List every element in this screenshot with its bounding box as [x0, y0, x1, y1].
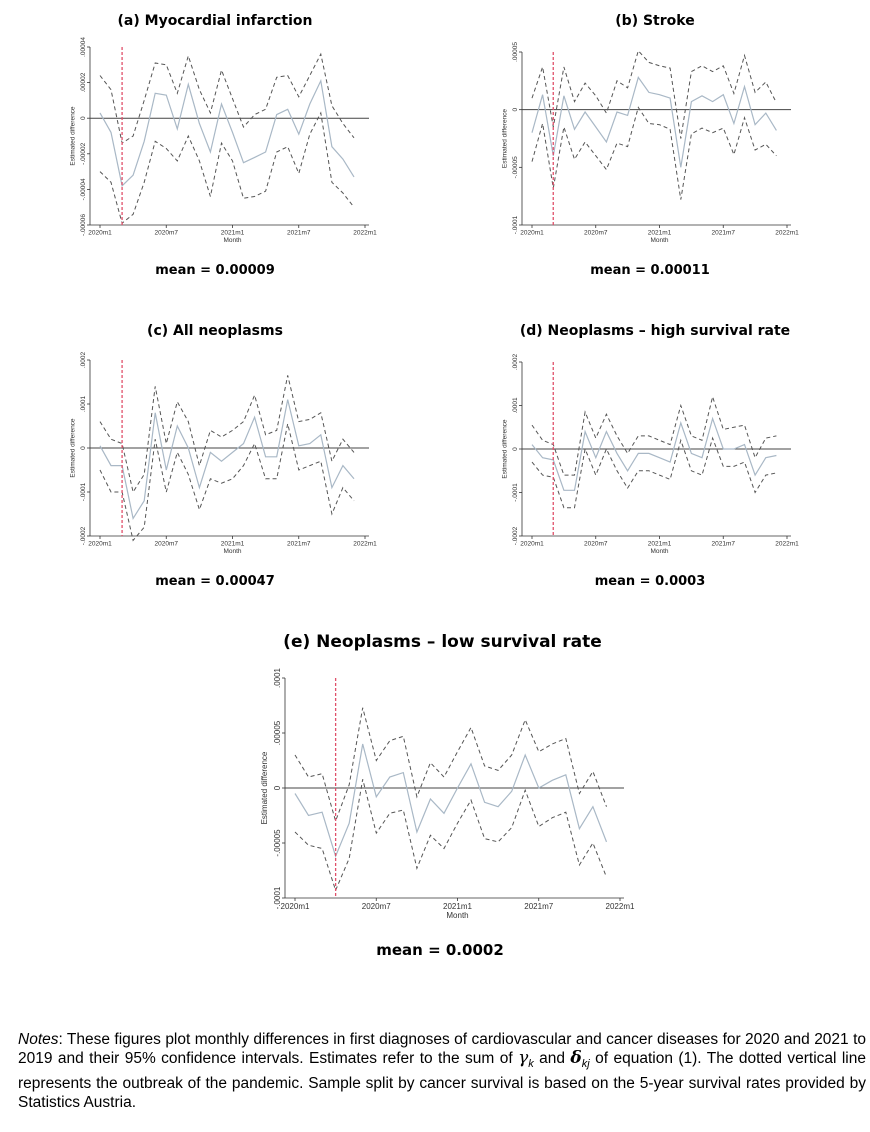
panel-e-title: (e) Neoplasms – low survival rate	[283, 632, 602, 652]
panel-e-x-tick-label-0: 2020m1	[281, 902, 310, 911]
panel-d-x-tick-label-4: 2022m1	[775, 541, 799, 548]
panel-c-y-tick-label-1: .0001	[80, 395, 87, 412]
panel-c-x-tick-label-3: 2021m7	[287, 541, 311, 548]
panel-b-x-tick-label-1: 2020m7	[584, 230, 608, 237]
notes-and: and	[533, 1050, 571, 1067]
panel-c-lower-ci-line	[99, 423, 355, 542]
panel-c-x-tick-label-0: 2020m1	[88, 541, 112, 548]
panel-a-x-tick-label-3: 2021m7	[287, 230, 311, 237]
panel-b-y-axis-title: Estimated difference	[502, 109, 509, 169]
panel-c-y-axis-title: Estimated difference	[70, 418, 77, 478]
panel-a-x-tick-label-2: 2021m1	[221, 230, 245, 237]
panel-a-x-tick-label-4: 2022m1	[353, 230, 377, 237]
panel-d-x-axis-title: Month	[650, 548, 668, 555]
panel-e-x-tick-label-4: 2022m1	[606, 902, 635, 911]
panel-b-mean: mean = 0.00011	[590, 263, 710, 278]
panel-b-x-tick-label-3: 2021m7	[712, 230, 736, 237]
panel-c-y-tick-label-2: 0	[80, 446, 87, 450]
notes-delta-sub: kj	[581, 1058, 590, 1071]
panel-a-y-tick-label-1: .00002	[80, 72, 87, 92]
panel-e-upper-ci-line	[294, 707, 607, 823]
panel-e-y-tick-label-4: -.0001	[273, 886, 282, 909]
panel-a-estimate-line	[99, 78, 355, 187]
panel-d-y-tick-label-3: -.0001	[512, 483, 519, 502]
panel-c-x-tick-label-2: 2021m1	[221, 541, 245, 548]
panel-e-x-tick-label-3: 2021m7	[524, 902, 553, 911]
panel-a-x-tick-label-0: 2020m1	[88, 230, 112, 237]
panel-d-lower-ci-line	[531, 436, 777, 509]
panel-e-y-tick-label-2: 0	[273, 785, 282, 790]
panel-d-y-tick-label-4: -.0002	[512, 526, 519, 545]
panel-a-y-tick-label-4: -.00004	[80, 178, 87, 200]
panel-d-y-tick-label-2: 0	[512, 447, 519, 451]
panel-d-upper-ci-line	[531, 394, 777, 476]
panel-a-y-tick-label-2: 0	[80, 116, 87, 120]
notes-gamma-sub: k	[528, 1058, 534, 1071]
notes-body2: of equation (1). The dotted vertical lin…	[18, 1050, 866, 1112]
panel-b-estimate-line	[531, 76, 777, 168]
panel-c-x-tick-label-4: 2022m1	[353, 541, 377, 548]
panel-e-x-tick-label-2: 2021m1	[443, 902, 472, 911]
panel-e-lower-ci-line	[294, 779, 607, 892]
panel-a-y-tick-label-5: -.00006	[80, 214, 87, 236]
panel-c-x-axis-title: Month	[223, 548, 241, 555]
panel-a-x-axis-title: Month	[223, 237, 241, 244]
panel-a-title: (a) Myocardial infarction	[117, 13, 313, 29]
panel-c-y-tick-label-3: -.0001	[80, 482, 87, 501]
panel-a-mean: mean = 0.00009	[155, 263, 275, 278]
panel-b-x-tick-label-2: 2021m1	[648, 230, 672, 237]
panel-b-upper-ci-line	[531, 49, 777, 139]
panel-e-estimate-line	[294, 743, 608, 858]
panel-d-x-tick-label-0: 2020m1	[520, 541, 544, 548]
notes-body: : These figures plot monthly differences…	[18, 1031, 866, 1067]
panel-d-x-tick-label-2: 2021m1	[648, 541, 672, 548]
panel-d-y-tick-label-0: .0002	[512, 353, 519, 370]
panel-d-y-axis-title: Estimated difference	[502, 419, 509, 479]
panel-d-mean: mean = 0.0003	[594, 574, 706, 589]
panel-a-upper-ci-line	[99, 52, 355, 144]
panel-b-x-tick-label-4: 2022m1	[775, 230, 799, 237]
panel-d-title: (d) Neoplasms – high survival rate	[519, 323, 791, 339]
panel-a-y-axis-title: Estimated difference	[70, 106, 77, 166]
panel-c-upper-ci-line	[99, 375, 355, 494]
panel-d-estimate-line	[531, 416, 777, 491]
panel-b-y-tick-label-3: -.0001	[512, 215, 519, 234]
panel-e-x-axis-title: Month	[446, 911, 468, 920]
panel-a-y-tick-label-3: -.00002	[80, 142, 87, 164]
notes-lead: Notes	[18, 1031, 59, 1048]
figure-notes: Notes: These figures plot monthly differ…	[18, 1030, 866, 1112]
panel-d-x-tick-label-3: 2021m7	[712, 541, 736, 548]
panel-c-y-tick-label-0: .0002	[80, 351, 87, 368]
notes-gamma: γ	[518, 1048, 529, 1068]
panel-a-lower-ci-line	[99, 111, 355, 225]
panel-b-lower-ci-line	[531, 106, 777, 200]
panel-e-mean: mean = 0.0002	[376, 941, 504, 959]
panel-a-y-tick-label-0: .00004	[80, 37, 87, 57]
panel-e-y-tick-label-1: .00005	[273, 720, 282, 745]
panel-d-y-tick-label-1: .0001	[512, 397, 519, 414]
panel-b-title: (b) Stroke	[615, 13, 695, 29]
panel-e-y-tick-label-0: .0001	[273, 667, 282, 688]
panel-b-y-tick-label-0: .00005	[512, 42, 519, 62]
panel-b-x-axis-title: Month	[650, 237, 668, 244]
panel-e-y-tick-label-3: -.00005	[273, 829, 282, 857]
panel-b-y-tick-label-2: -.00005	[512, 156, 519, 178]
panel-e-x-tick-label-1: 2020m7	[362, 902, 391, 911]
panel-b-x-tick-label-0: 2020m1	[520, 230, 544, 237]
panel-a-x-tick-label-1: 2020m7	[155, 230, 179, 237]
panel-c-y-tick-label-4: -.0002	[80, 526, 87, 545]
notes-delta: δ	[570, 1048, 582, 1068]
panel-e-y-axis-title: Estimated difference	[260, 751, 269, 824]
panel-d-x-tick-label-1: 2020m7	[584, 541, 608, 548]
panel-c-title: (c) All neoplasms	[147, 323, 283, 339]
panel-b-y-tick-label-1: 0	[512, 107, 519, 111]
panel-c-mean: mean = 0.00047	[155, 574, 275, 589]
panel-c-estimate-line	[99, 399, 355, 520]
panel-c-x-tick-label-1: 2020m7	[155, 541, 179, 548]
